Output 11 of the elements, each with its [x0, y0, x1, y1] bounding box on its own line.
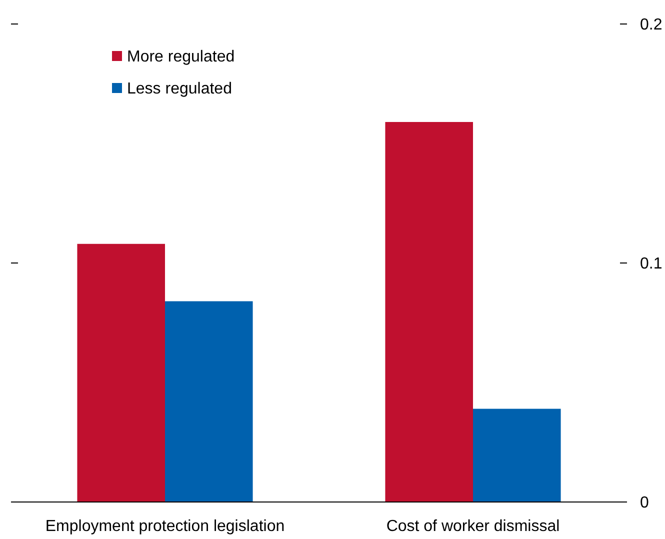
legend-label: Less regulated [127, 80, 232, 98]
bar [165, 301, 253, 502]
y-tick-label: 0.1 [640, 256, 662, 273]
legend-label: More regulated [127, 48, 235, 66]
bar [77, 244, 165, 502]
y-tick-label: 0.2 [640, 16, 662, 34]
y-tick-label: 0 [640, 494, 649, 512]
x-tick-label: Employment protection legislation [45, 518, 285, 535]
x-tick-label: Cost of worker dismissal [386, 518, 560, 535]
bar [473, 408, 561, 502]
bar [385, 122, 473, 502]
